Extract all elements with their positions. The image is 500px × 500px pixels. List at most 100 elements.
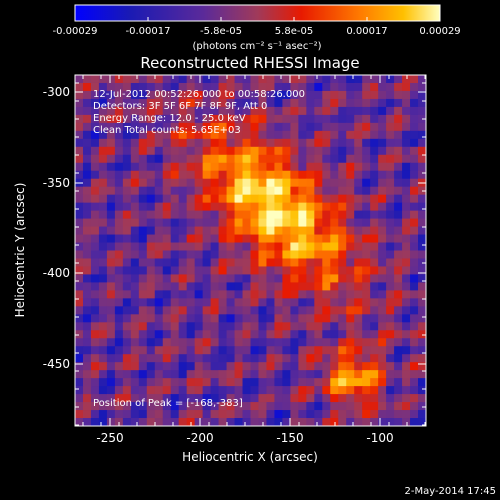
image-pixel <box>170 402 180 411</box>
image-pixel <box>146 322 156 331</box>
image-pixel <box>202 146 212 156</box>
image-pixel <box>122 386 132 395</box>
image-pixel <box>98 282 108 291</box>
image-pixel <box>194 154 204 164</box>
image-pixel <box>226 234 236 244</box>
image-pixel <box>338 106 347 116</box>
image-pixel <box>130 282 140 291</box>
image-pixel <box>90 290 100 299</box>
image-pixel <box>122 394 132 403</box>
image-pixel <box>194 282 204 291</box>
image-pixel <box>306 154 315 164</box>
image-pixel <box>370 75 379 84</box>
image-pixel <box>378 330 387 339</box>
image-pixel <box>370 146 379 156</box>
image-pixel <box>394 122 403 132</box>
image-pixel <box>378 346 387 355</box>
image-pixel <box>322 82 331 92</box>
image-pixel <box>122 402 132 411</box>
image-pixel <box>170 354 180 363</box>
image-pixel <box>370 258 379 268</box>
image-pixel <box>274 226 284 236</box>
image-pixel <box>290 274 299 284</box>
image-pixel <box>298 306 307 315</box>
image-pixel <box>106 82 116 92</box>
image-pixel <box>402 178 411 188</box>
image-pixel <box>282 370 291 379</box>
image-pixel <box>250 226 260 236</box>
image-pixel <box>122 322 132 331</box>
image-pixel <box>218 402 228 411</box>
image-pixel <box>75 330 84 339</box>
image-pixel <box>186 394 196 403</box>
image-pixel <box>322 98 331 108</box>
image-pixel <box>75 98 84 108</box>
image-pixel <box>386 298 395 307</box>
image-pixel <box>274 186 284 196</box>
image-pixel <box>194 250 204 260</box>
image-pixel <box>370 370 379 379</box>
image-pixel <box>170 418 180 426</box>
image-pixel <box>330 250 339 260</box>
image-pixel <box>90 130 100 140</box>
image-pixel <box>250 186 260 196</box>
image-pixel <box>258 82 268 92</box>
image-pixel <box>98 170 108 180</box>
image-pixel <box>90 330 100 339</box>
image-pixel <box>114 122 124 132</box>
x-tick-label: -100 <box>366 431 393 445</box>
image-pixel <box>354 378 363 387</box>
image-pixels <box>75 75 426 426</box>
image-pixel <box>138 98 148 108</box>
image-pixel <box>298 250 307 260</box>
image-pixel <box>402 250 411 260</box>
image-pixel <box>114 242 124 252</box>
image-pixel <box>394 82 403 92</box>
image-pixel <box>170 210 180 220</box>
image-pixel <box>114 114 124 124</box>
image-pixel <box>146 202 156 212</box>
image-pixel <box>242 370 252 379</box>
image-pixel <box>90 386 100 395</box>
image-pixel <box>138 242 148 252</box>
image-pixel <box>370 114 379 124</box>
image-pixel <box>210 146 220 156</box>
image-pixel <box>242 306 252 315</box>
image-pixel <box>162 354 172 363</box>
image-pixel <box>306 258 315 268</box>
image-pixel <box>154 154 164 164</box>
image-pixel <box>114 75 124 84</box>
image-pixel <box>130 378 140 387</box>
image-pixel <box>242 146 252 156</box>
image-pixel <box>202 186 212 196</box>
image-pixel <box>106 162 116 172</box>
image-pixel <box>194 402 204 411</box>
image-pixel <box>186 194 196 204</box>
image-pixel <box>274 130 284 140</box>
image-pixel <box>282 330 291 339</box>
image-pixel <box>354 290 363 299</box>
image-pixel <box>258 226 268 236</box>
image-pixel <box>210 418 220 426</box>
image-pixel <box>378 138 387 148</box>
image-pixel <box>98 266 108 276</box>
image-pixel <box>242 130 252 140</box>
image-pixel <box>386 346 395 355</box>
image-pixel <box>210 330 220 339</box>
image-pixel <box>234 306 244 315</box>
image-pixel <box>362 194 371 204</box>
image-pixel <box>98 250 108 260</box>
image-pixel <box>162 314 172 323</box>
image-pixel <box>418 370 426 379</box>
image-pixel <box>250 146 260 156</box>
image-pixel <box>98 210 108 220</box>
image-pixel <box>370 250 379 260</box>
image-pixel <box>194 226 204 236</box>
image-pixel <box>354 138 363 148</box>
image-pixel <box>362 338 371 347</box>
image-pixel <box>218 386 228 395</box>
image-pixel <box>210 106 220 116</box>
image-pixel <box>362 290 371 299</box>
image-pixel <box>250 154 260 164</box>
image-pixel <box>250 162 260 172</box>
